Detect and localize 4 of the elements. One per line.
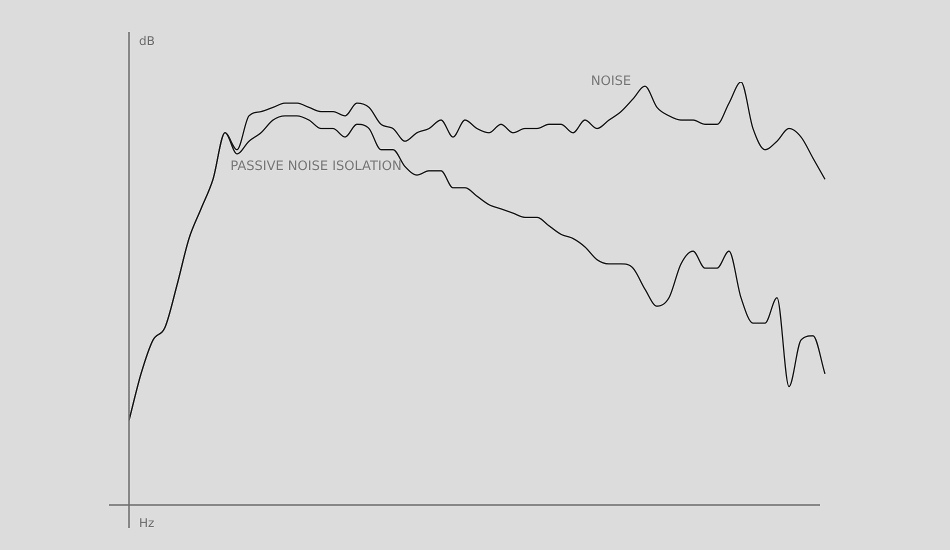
series-label: NOISE (590, 74, 632, 89)
x-axis-title: Hz (139, 516, 154, 530)
series-label: PASSIVE NOISE ISOLATION (230, 158, 402, 174)
y-axis-title: dB (139, 34, 155, 48)
